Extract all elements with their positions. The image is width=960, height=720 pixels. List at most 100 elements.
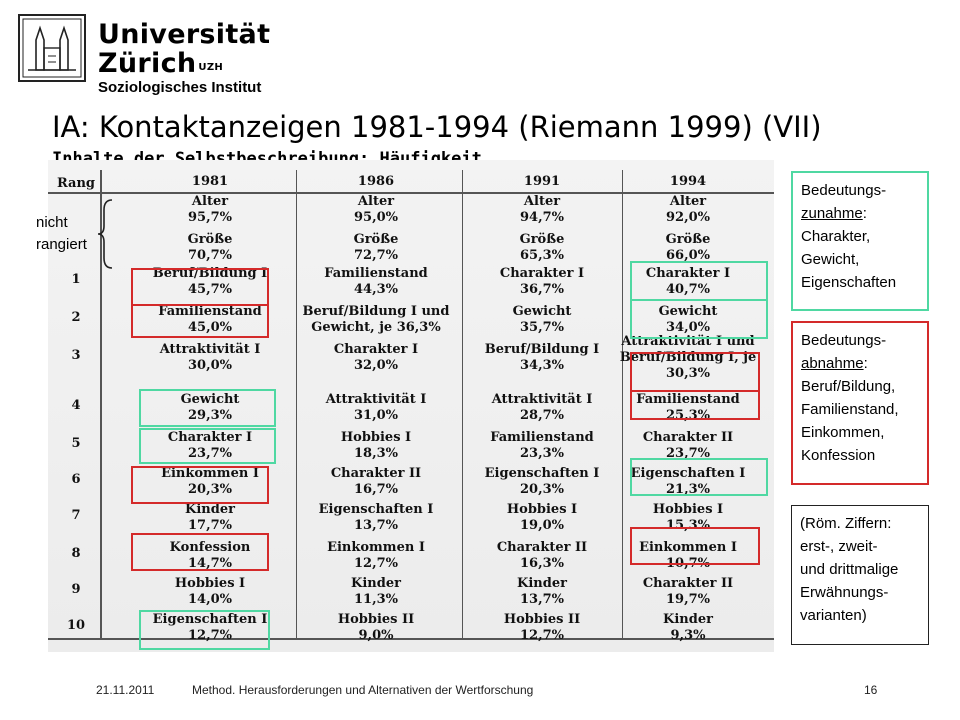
cell-line: 28,7% (519, 408, 564, 423)
table-cell: Familienstand 45,0% (130, 304, 290, 336)
cell-line: Hobbies I (506, 502, 578, 517)
cell-line: Gewicht (180, 392, 240, 407)
cell-line: 65,3% (519, 248, 564, 263)
cell-line: 66,0% (665, 248, 710, 263)
decrease-item-4: Konfession (801, 447, 876, 464)
note-line-4: Erwähnungs- (800, 584, 889, 601)
rank-label: 7 (71, 508, 81, 523)
table-cell: Eigenschaften I 13,7% (296, 502, 456, 534)
cell-line: Alter (523, 194, 561, 209)
cell-line: 95,7% (187, 210, 232, 225)
table-cell: Hobbies I 14,0% (130, 576, 290, 608)
university-seal-icon (18, 14, 86, 82)
cell-line: 45,7% (187, 282, 232, 297)
uzh-mark: UZH (198, 62, 224, 73)
cell-line: 34,3% (519, 358, 564, 373)
increase-item-2: Gewicht, (801, 251, 860, 268)
rank-label: 8 (71, 546, 81, 561)
cell-line: Alter (191, 194, 229, 209)
cell-line: Gewicht, je 36,3% (311, 320, 441, 335)
table-cell: Hobbies II 12,7% (462, 612, 622, 644)
cell-line: Konfession (169, 540, 251, 555)
cell-line: Familienstand (636, 392, 740, 407)
cell-line: 40,7% (665, 282, 710, 297)
cell-line: 12,7% (353, 556, 398, 571)
cell-line: 95,0% (353, 210, 398, 225)
highlight-1981-familienstand (131, 304, 269, 338)
note-line-3: und drittmalige (800, 561, 899, 578)
table-rule (622, 170, 623, 640)
roman-numerals-note-box: (Röm. Ziffern: erst-, zweit- und drittma… (791, 505, 929, 645)
cell-line: Eigenschaften I (152, 612, 268, 627)
cell-line: Eigenschaften I (318, 502, 434, 517)
cell-line: Alter (357, 194, 395, 209)
cell-line: Attraktivität I (159, 342, 261, 357)
table-cell: Charakter I 40,7% (608, 266, 768, 298)
table-cell: Eigenschaften I 21,3% (608, 466, 768, 498)
table-cell: Einkommen I 12,7% (296, 540, 456, 572)
slide-title: IA: Kontaktanzeigen 1981-1994 (Riemann 1… (52, 110, 822, 144)
cell-line: 34,0% (665, 320, 710, 335)
table-cell: Hobbies II 9,0% (296, 612, 456, 644)
year-header-3: 1994 (669, 174, 707, 189)
cell-line: 32,0% (353, 358, 398, 373)
cell-line: Eigenschaften I (484, 466, 600, 481)
table-cell: Alter 95,7% (130, 194, 290, 226)
cell-line: 13,7% (353, 518, 398, 533)
cell-line: 35,7% (519, 320, 564, 335)
table-cell: Einkommen I 20,3% (130, 466, 290, 498)
table-cell: Charakter I 23,7% (130, 430, 290, 462)
table-rule (100, 170, 102, 640)
cell-line: Eigenschaften I (630, 466, 746, 481)
cell-line: Charakter II (642, 430, 734, 445)
university-line-1: Universität (98, 19, 271, 50)
table-cell: Kinder 13,7% (462, 576, 622, 608)
highlight-1981-konfession (131, 533, 269, 571)
cell-line: 16,7% (353, 482, 398, 497)
cell-line: Gewicht (658, 304, 718, 319)
cell-line: 23,3% (519, 446, 564, 461)
increase-title-line-1: Bedeutungs- (801, 182, 887, 199)
cell-line: 13,7% (519, 592, 564, 607)
decrease-item-1: Beruf/Bildung, (801, 378, 896, 395)
cell-line: Familienstand (158, 304, 262, 319)
cell-line: 36,7% (519, 282, 564, 297)
table-cell: Charakter II 16,3% (462, 540, 622, 572)
curly-brace-icon (97, 199, 113, 269)
cell-line: Charakter I (645, 266, 731, 281)
table-cell: Konfession 14,7% (130, 540, 290, 572)
table-cell: Größe 70,7% (130, 232, 290, 264)
table-cell: Attraktivität I 30,0% (130, 342, 290, 374)
cell-line: Größe (187, 232, 233, 247)
decrease-title-line-1: Bedeutungs- (801, 332, 887, 349)
table-cell: Familienstand 23,3% (462, 430, 622, 462)
cell-line: 19,7% (665, 592, 710, 607)
table-cell: Hobbies I 19,0% (462, 502, 622, 534)
cell-line: 12,7% (519, 628, 564, 643)
cell-line: 30,3% (665, 366, 710, 381)
rank-label: 10 (66, 618, 86, 633)
cell-line: Hobbies I (174, 576, 246, 591)
note-line-1: (Röm. Ziffern: (800, 515, 892, 532)
footer-page-number: 16 (864, 683, 878, 697)
highlight-1994-familienstand (630, 390, 760, 420)
cell-line: 31,0% (353, 408, 398, 423)
cell-line: Attraktivität I (491, 392, 593, 407)
table-cell: Charakter II 19,7% (608, 576, 768, 608)
university-name: Universität Zürich UZH (98, 20, 270, 78)
scanned-table: Rang 1981 1986 1991 1994 1 2 3 4 5 6 7 8 9 10 Alter 95,7… (48, 160, 774, 652)
table-cell: Alter 92,0% (608, 194, 768, 226)
university-line-2: Zürich UZH (98, 48, 224, 79)
table-cell: Attraktivität I 28,7% (462, 392, 622, 424)
cell-line: 29,3% (187, 408, 232, 423)
year-header-2: 1991 (523, 174, 561, 189)
not-ranked-note: nicht rangiert (36, 212, 87, 256)
highlight-1981-beruf (131, 268, 269, 306)
rank-label: 6 (71, 472, 81, 487)
table-cell: Beruf/Bildung I und Gewicht, je 36,3% (296, 304, 456, 336)
cell-line: Gewicht (512, 304, 572, 319)
table-cell: Größe 66,0% (608, 232, 768, 264)
cell-line: 12,7% (187, 628, 232, 643)
cell-line: Charakter I (167, 430, 253, 445)
rank-label: 2 (71, 310, 81, 325)
